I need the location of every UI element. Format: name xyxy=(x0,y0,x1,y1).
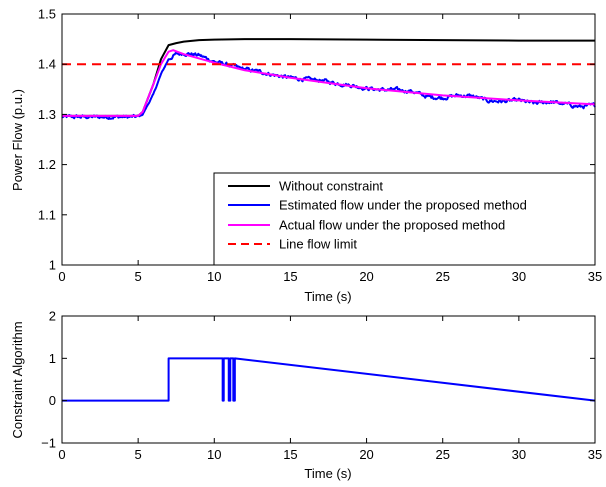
legend-label-actual-flow: Actual flow under the proposed method xyxy=(279,218,505,233)
x-tick-label: 15 xyxy=(283,447,297,462)
legend-label-without-constraint: Without constraint xyxy=(279,179,383,194)
legend-label-line-flow-limit: Line flow limit xyxy=(279,237,357,252)
x-tick-label: 35 xyxy=(588,447,602,462)
y-tick-label: 1 xyxy=(49,258,56,273)
x-tick-label: 0 xyxy=(58,447,65,462)
x-axis-label: Time (s) xyxy=(304,466,351,481)
y-tick-label: 1.2 xyxy=(38,157,56,172)
legend: Without constraint Estimated flow under … xyxy=(214,173,595,265)
x-tick-label: 5 xyxy=(135,269,142,284)
x-tick-label: 30 xyxy=(512,447,526,462)
x-tick-label: 30 xyxy=(512,269,526,284)
x-axis-label: Time (s) xyxy=(304,289,351,304)
y-tick-label: 2 xyxy=(49,309,56,324)
x-tick-label: 20 xyxy=(359,447,373,462)
y-tick-label: 1.5 xyxy=(38,7,56,22)
plot-area-background xyxy=(62,316,595,443)
y-tick-label: 1.4 xyxy=(38,57,56,72)
x-tick-label: 20 xyxy=(359,269,373,284)
y-tick-label: 1.3 xyxy=(38,107,56,122)
x-tick-label: 5 xyxy=(135,447,142,462)
y-axis-label: Constraint Algorithm xyxy=(10,321,25,438)
y-tick-label: −1 xyxy=(41,436,56,451)
x-tick-label: 10 xyxy=(207,447,221,462)
y-axis-label: Power Flow (p.u.) xyxy=(10,89,25,191)
y-tick-label: 1 xyxy=(49,351,56,366)
x-tick-label: 35 xyxy=(588,269,602,284)
x-tick-label: 25 xyxy=(435,447,449,462)
legend-label-estimated-flow: Estimated flow under the proposed method xyxy=(279,198,527,213)
x-tick-label: 0 xyxy=(58,269,65,284)
x-tick-label: 25 xyxy=(435,269,449,284)
y-tick-label: 0 xyxy=(49,393,56,408)
y-tick-label: 1.1 xyxy=(38,207,56,222)
x-tick-label: 15 xyxy=(283,269,297,284)
x-tick-label: 10 xyxy=(207,269,221,284)
